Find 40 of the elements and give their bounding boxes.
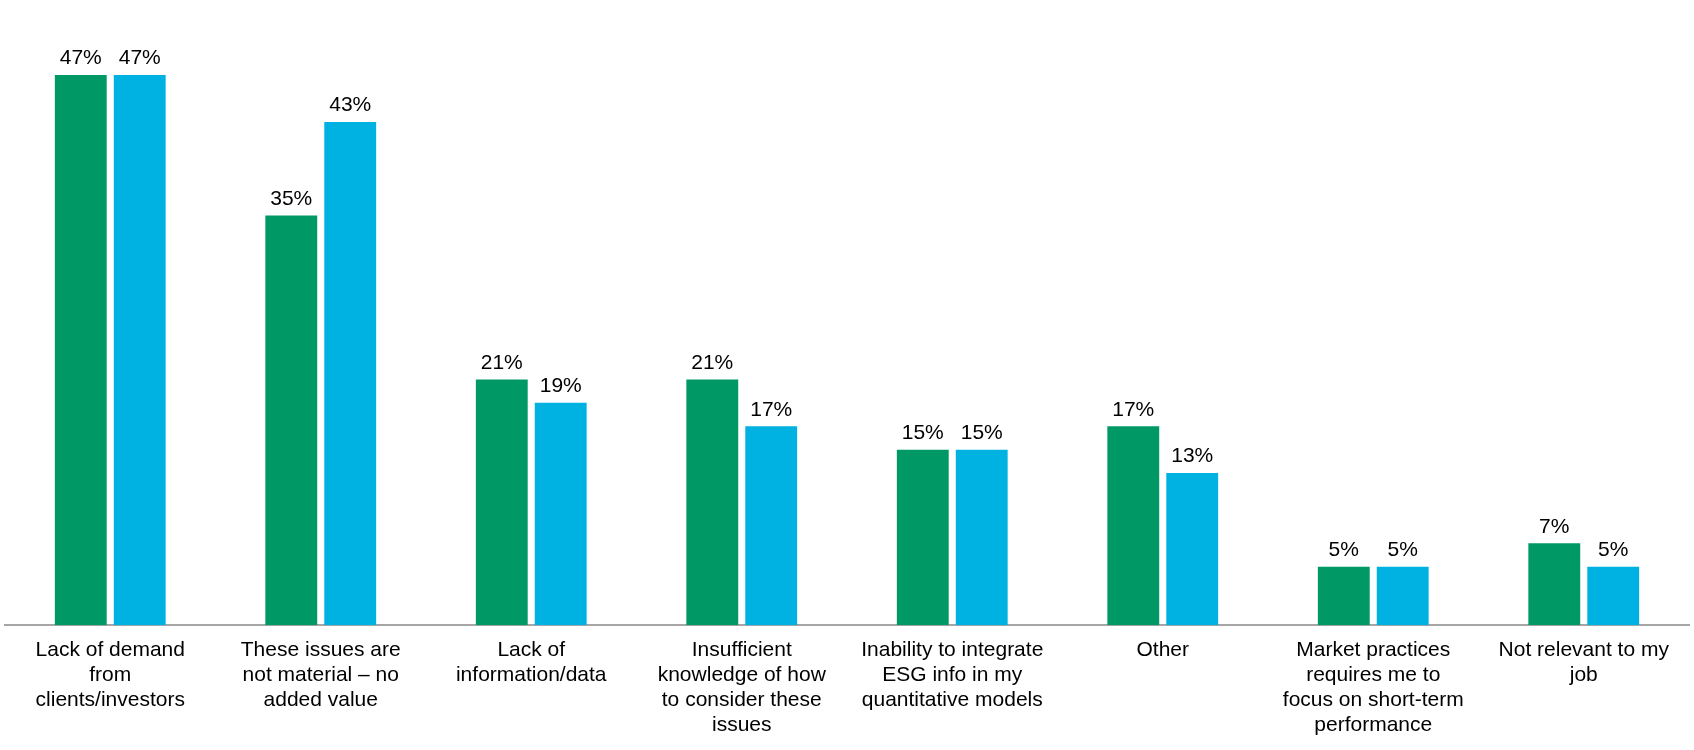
bar — [475, 379, 528, 626]
data-label: 17% — [750, 396, 793, 420]
bar — [113, 75, 166, 626]
x-tick-label: Not relevant to my job — [1498, 636, 1670, 685]
data-label: 35% — [270, 185, 313, 209]
data-label: 5% — [1328, 536, 1359, 560]
x-tick-label: Insufficient knowledge of how to consider these issues — [657, 636, 827, 736]
bar — [534, 402, 587, 626]
bar — [1528, 543, 1581, 626]
x-tick-label: These issues are not material – no added value — [240, 636, 401, 710]
data-label: 43% — [329, 92, 372, 116]
bar — [1587, 566, 1640, 626]
bar — [324, 121, 377, 626]
x-tick-label: Other — [1136, 636, 1190, 660]
x-tick-label: Lack of demand from clients/investors — [35, 636, 185, 710]
bar — [265, 215, 318, 626]
data-label: 47% — [118, 45, 161, 69]
bar — [1107, 426, 1160, 626]
data-label: 17% — [1112, 396, 1155, 420]
bar — [686, 379, 739, 626]
bar — [1166, 473, 1219, 626]
data-label: 47% — [59, 45, 102, 69]
bar — [54, 75, 107, 626]
bar — [1317, 566, 1370, 626]
data-label: 5% — [1387, 536, 1418, 560]
data-label: 15% — [901, 419, 944, 443]
x-tick-label: Inability to integrate ESG info in my quantitative models — [861, 636, 1044, 710]
bar — [896, 449, 949, 626]
bar — [955, 449, 1008, 626]
data-label: 7% — [1539, 513, 1570, 537]
data-label: 21% — [480, 349, 523, 373]
x-tick-label: Lack of information/data — [455, 636, 607, 685]
bar — [745, 426, 798, 626]
data-label: 21% — [691, 349, 734, 373]
bar — [1376, 566, 1429, 626]
data-label: 5% — [1598, 536, 1629, 560]
data-label: 13% — [1171, 443, 1214, 467]
data-label: 15% — [960, 419, 1003, 443]
x-tick-label: Market practices requires me to focus on short-term performance — [1282, 636, 1464, 736]
data-label: 19% — [539, 373, 582, 397]
